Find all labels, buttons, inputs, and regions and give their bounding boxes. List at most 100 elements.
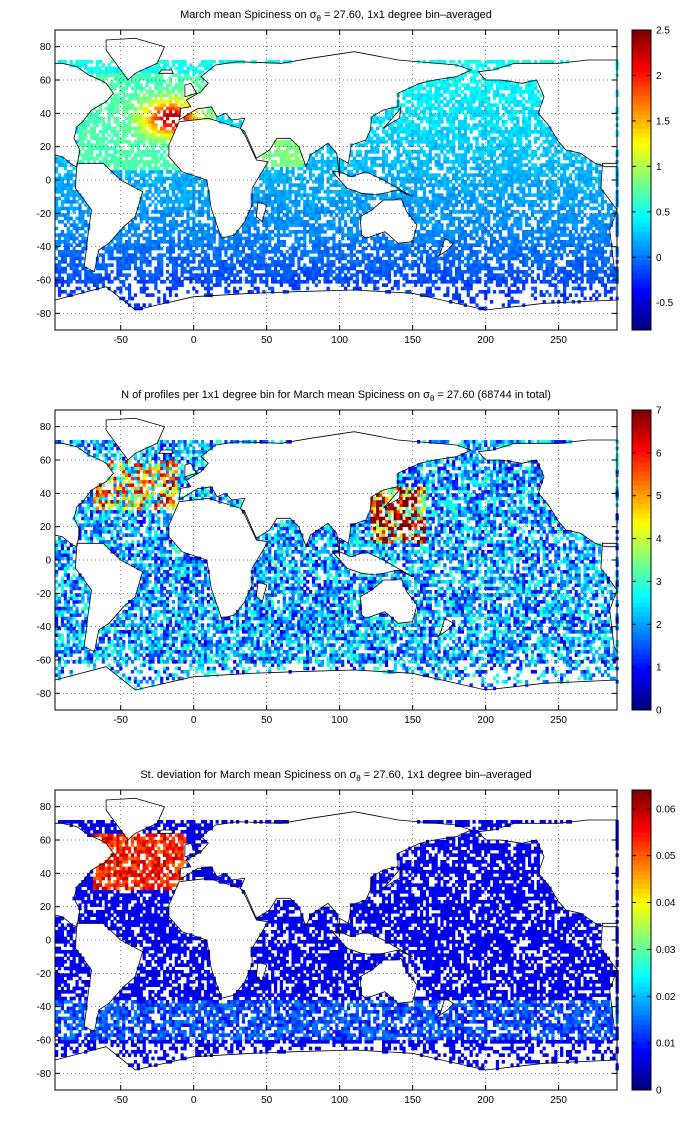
heatmap-cell [393,270,397,274]
heatmap-cell [276,226,281,231]
heatmap-cell [57,243,62,247]
heatmap-cell [358,200,362,204]
heatmap-cell [104,156,108,161]
heatmap-cell [133,306,138,311]
heatmap-cell [271,206,275,211]
heatmap-cell [469,130,473,134]
heatmap-cell [253,286,257,291]
heatmap-cell [320,186,324,191]
heatmap-cell [90,60,94,64]
heatmap-cell [349,163,354,167]
heatmap-cell [116,236,120,241]
heatmap-cell [405,123,409,127]
heatmap-cell [314,216,319,221]
heatmap-cell [405,263,409,267]
heatmap-cell [174,273,178,277]
heatmap-cell [440,143,444,147]
heatmap-cell [367,270,371,274]
heatmap-cell [95,143,100,147]
heatmap-cell [122,283,126,287]
heatmap-cell [317,273,321,277]
heatmap-cell [104,66,108,71]
heatmap-cell [69,253,73,257]
heatmap-cell [449,253,453,257]
heatmap-cell [411,130,415,134]
heatmap-cell [168,226,173,231]
heatmap-cell [349,160,354,164]
heatmap-cell [279,196,284,201]
heatmap-cell [405,250,409,254]
heatmap-cell [341,270,345,274]
heatmap-cell [206,210,211,214]
heatmap-cell [262,180,266,184]
heatmap-cell [463,223,467,227]
heatmap-cell [95,116,100,121]
heatmap-cell [130,246,135,251]
heatmap-cell [332,246,336,251]
heatmap-cell [107,123,111,127]
heatmap-cell [317,260,321,264]
heatmap-cell [411,113,415,117]
heatmap-cell [241,243,246,247]
heatmap-cell [387,270,392,274]
heatmap-cell [466,96,470,101]
heatmap-cell [174,166,178,171]
heatmap-cell [417,280,421,284]
heatmap-cell [168,110,173,114]
heatmap-cell [419,140,424,144]
heatmap-cell [107,103,111,107]
heatmap-cell [466,276,470,281]
heatmap-cell [291,263,295,267]
heatmap-cell [160,253,164,257]
heatmap-cell [238,240,243,244]
heatmap-cell [300,253,304,257]
heatmap-cell [437,90,441,94]
heatmap-cell [198,196,202,201]
heatmap-cell [484,133,488,137]
heatmap-cell [104,246,108,251]
heatmap-cell [145,280,149,284]
heatmap-cell [311,243,316,247]
heatmap-cell [145,236,149,241]
heatmap-cell [78,160,82,164]
heatmap-cell [273,190,278,194]
heatmap-cell [66,186,70,191]
heatmap-cell [206,286,211,291]
heatmap-cell [390,126,394,131]
heatmap-cell [344,223,348,227]
heatmap-cell [460,106,465,111]
heatmap-cell [487,90,491,94]
heatmap-cell [484,113,488,117]
heatmap-cell [198,280,202,284]
heatmap-cell [460,120,465,124]
heatmap-cell [75,266,79,271]
heatmap-cell [370,266,374,271]
heatmap-cell [142,166,146,171]
heatmap-cell [428,83,432,87]
heatmap-cell [352,190,357,194]
heatmap-cell [57,233,62,237]
heatmap-cell [446,206,450,211]
heatmap-cell [57,240,62,244]
heatmap-cell [215,116,219,121]
heatmap-cell [98,150,103,154]
heatmap-cell [116,100,120,104]
heatmap-cell [431,133,435,137]
heatmap-cell [63,260,67,264]
heatmap-cell [492,290,497,294]
heatmap-cell [227,236,231,241]
heatmap-cell [253,216,257,221]
heatmap-cell [393,126,397,131]
heatmap-cell [428,106,432,111]
heatmap-cell [250,270,254,274]
heatmap-cell [376,233,380,237]
heatmap-cell [402,150,406,154]
heatmap-cell [163,253,167,257]
heatmap-cell [63,176,67,181]
heatmap-cell [265,183,269,187]
heatmap-cell [384,176,389,181]
heatmap-cell [163,216,167,221]
heatmap-cell [349,246,354,251]
heatmap-cell [273,243,278,247]
heatmap-cell [487,270,491,274]
